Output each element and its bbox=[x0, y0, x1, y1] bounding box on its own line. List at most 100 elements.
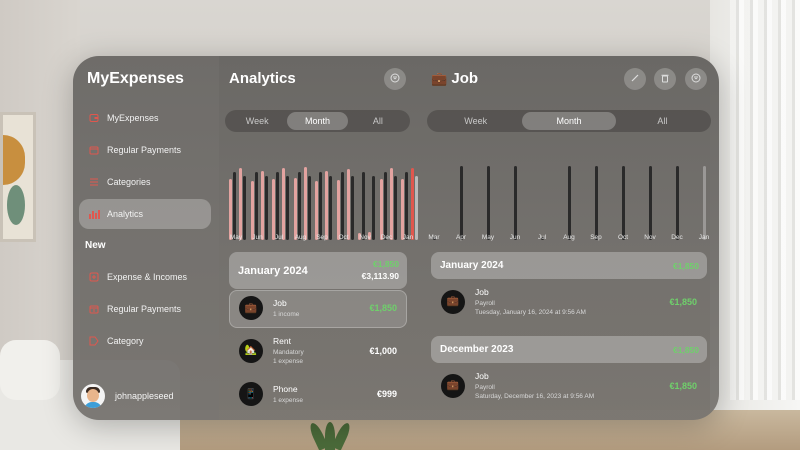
avatar bbox=[81, 384, 105, 408]
briefcase-icon: 💼 bbox=[441, 373, 465, 398]
month-label: Jan bbox=[402, 234, 414, 241]
filter-icon bbox=[691, 73, 701, 86]
sidebar-item-new-expense[interactable]: Expense & Incomes bbox=[79, 262, 211, 292]
job-title: 💼 Job bbox=[431, 70, 479, 87]
delete-button[interactable] bbox=[654, 68, 676, 90]
chart-bar bbox=[303, 167, 307, 240]
chart-bar bbox=[272, 179, 275, 240]
chart-bar bbox=[233, 171, 236, 240]
chart-bar bbox=[401, 178, 404, 240]
segment-all[interactable]: All bbox=[372, 116, 383, 126]
month-label: Apr bbox=[455, 234, 467, 241]
sidebar-item-label: Regular Payments bbox=[107, 304, 182, 314]
chart-bar bbox=[293, 178, 297, 240]
chart-bar bbox=[315, 181, 318, 240]
chart-bar bbox=[276, 171, 279, 240]
edit-button[interactable] bbox=[624, 68, 646, 90]
month-label: Sep bbox=[316, 234, 328, 241]
chart-bar bbox=[676, 166, 679, 240]
amount: €1,000 bbox=[369, 345, 397, 356]
list-item[interactable]: 🏡 Rent Mandatory 1 expense €1,000 bbox=[239, 336, 397, 365]
chart-bar bbox=[319, 171, 322, 240]
month-label: Sep bbox=[590, 234, 602, 241]
month-label: Jun bbox=[509, 234, 521, 241]
wallet-icon bbox=[89, 113, 99, 123]
month-label: May bbox=[481, 234, 495, 241]
app-window: MyExpenses MyExpenses Regular Payments C… bbox=[73, 56, 719, 420]
segment-month[interactable]: Month bbox=[287, 112, 348, 130]
chart-bar bbox=[350, 175, 354, 240]
month-label: Dec bbox=[380, 234, 393, 241]
chart-bar bbox=[389, 168, 393, 240]
group-title: December 2023 bbox=[440, 344, 514, 355]
month-label: May bbox=[229, 234, 243, 241]
chart-bar bbox=[568, 166, 571, 240]
chart-bar bbox=[250, 181, 254, 240]
app-title: MyExpenses bbox=[87, 70, 184, 87]
tag-icon bbox=[89, 336, 99, 346]
chart-bar bbox=[340, 171, 344, 240]
chart-bar bbox=[286, 175, 289, 240]
group-total: €1,850 bbox=[673, 345, 699, 355]
chart-bar bbox=[595, 166, 598, 240]
january-2024-group-header: January 2024 €1,850 €3,113.90 bbox=[229, 252, 407, 289]
sidebar-item-analytics[interactable]: Analytics bbox=[79, 199, 211, 229]
section-new-title: New bbox=[85, 240, 106, 251]
amount: €1,850 bbox=[669, 296, 697, 307]
month-label: Mar bbox=[428, 234, 440, 241]
chart-bar bbox=[703, 166, 706, 240]
segment-month[interactable]: Month bbox=[522, 112, 616, 130]
sidebar-item-label: Analytics bbox=[107, 209, 144, 219]
analytics-title: Analytics bbox=[229, 70, 296, 87]
curtain bbox=[730, 0, 800, 400]
sidebar-item-new-category[interactable]: Category bbox=[79, 326, 211, 356]
analytics-period-segmented: Week Month All bbox=[225, 110, 410, 132]
sidebar-item-label: Regular Payments bbox=[107, 145, 182, 155]
job-group-header-january: January 2024 €1,850 bbox=[431, 252, 707, 279]
list-item[interactable]: 📱 Phone 1 expense €999 bbox=[239, 382, 397, 406]
sidebar-item-myexpenses[interactable]: MyExpenses bbox=[79, 103, 211, 133]
month-label: Jun bbox=[252, 234, 263, 241]
amount: €999 bbox=[376, 389, 397, 399]
sidebar-item-label: Categories bbox=[107, 177, 151, 187]
chart-bar bbox=[358, 233, 361, 240]
group-income: €1,850 bbox=[373, 259, 399, 269]
user-profile[interactable]: johnappleseed bbox=[81, 384, 174, 408]
segment-all[interactable]: All bbox=[657, 116, 668, 126]
list-icon bbox=[89, 177, 99, 187]
chart-bar bbox=[411, 168, 414, 240]
chart-bar bbox=[325, 170, 328, 240]
amount: €1,850 bbox=[669, 380, 697, 391]
sidebar-item-new-regular-payments[interactable]: Regular Payments bbox=[79, 294, 211, 324]
chart-bar bbox=[239, 168, 242, 240]
chart-bar bbox=[649, 166, 652, 240]
list-item[interactable]: 💼 Job Payroll Saturday, December 16, 202… bbox=[441, 371, 697, 400]
chart-bar bbox=[329, 175, 332, 240]
wall-painting bbox=[0, 112, 36, 242]
filter-button[interactable] bbox=[685, 68, 707, 90]
briefcase-icon: 💼 bbox=[431, 71, 448, 86]
chart-bar bbox=[372, 175, 375, 240]
chart-bar bbox=[433, 237, 436, 240]
month-label: Nov bbox=[359, 234, 371, 241]
sidebar-item-categories[interactable]: Categories bbox=[79, 167, 211, 197]
pencil-icon bbox=[630, 73, 640, 86]
sidebar-item-regular-payments[interactable]: Regular Payments bbox=[79, 135, 211, 165]
chart-bar bbox=[346, 169, 350, 240]
segment-week[interactable]: Week bbox=[245, 116, 269, 126]
month-label: Jul bbox=[537, 234, 547, 241]
month-label: Oct bbox=[617, 234, 629, 241]
list-item[interactable]: 💼 Job 1 income €1,850 bbox=[239, 296, 397, 320]
chart-bar bbox=[622, 166, 625, 240]
month-label: Oct bbox=[338, 234, 349, 241]
list-item[interactable]: 💼 Job Payroll Tuesday, January 16, 2024 … bbox=[441, 287, 697, 316]
filter-icon bbox=[390, 73, 400, 86]
segment-week[interactable]: Week bbox=[464, 116, 488, 126]
trash-icon bbox=[660, 73, 670, 86]
filter-button[interactable] bbox=[384, 68, 406, 90]
month-label: Nov bbox=[644, 234, 656, 241]
chart-bar bbox=[307, 175, 311, 240]
chart-bar bbox=[405, 171, 408, 240]
amount: €1,850 bbox=[369, 303, 397, 313]
phone-icon: 📱 bbox=[239, 382, 263, 406]
